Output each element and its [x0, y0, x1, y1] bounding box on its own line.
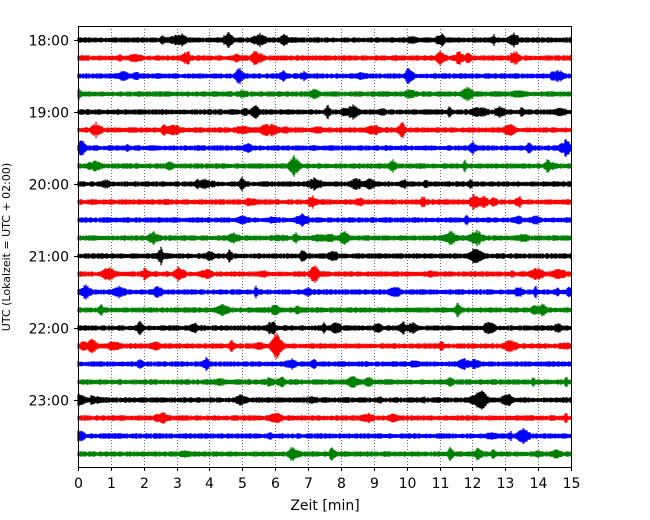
- y-axis-label: UTC (Lokalzeit = UTC + 02:00): [0, 163, 13, 331]
- y-tick-label: 23:00: [29, 394, 69, 410]
- x-tick-label: 2: [140, 476, 149, 492]
- x-tick-label: 4: [205, 476, 214, 492]
- y-tick-label: 21:00: [29, 250, 69, 266]
- y-axis-ticks: 18:00 19:00 20:00 21:00 22:00 23:00: [29, 34, 78, 410]
- x-tick-label: 8: [337, 476, 346, 492]
- plot-frame: [78, 26, 572, 468]
- y-tick-label: 20:00: [29, 178, 69, 194]
- x-tick-label: 9: [370, 476, 379, 492]
- x-tick-label: 1: [107, 476, 116, 492]
- x-tick-label: 7: [304, 476, 313, 492]
- y-tick-label: 22:00: [29, 322, 69, 338]
- x-tick-label: 5: [238, 476, 247, 492]
- x-tick-label: 15: [563, 476, 581, 492]
- x-tick-label: 10: [399, 476, 417, 492]
- y-tick-label: 18:00: [29, 34, 69, 50]
- x-tick-label: 6: [271, 476, 280, 492]
- x-axis-label: Zeit [min]: [290, 498, 359, 514]
- x-tick-label: 3: [173, 476, 182, 492]
- x-tick-label: 13: [497, 476, 515, 492]
- x-tick-label: 12: [464, 476, 482, 492]
- x-tick-label: 0: [74, 476, 83, 492]
- x-tick-label: 14: [530, 476, 548, 492]
- x-tick-label: 11: [432, 476, 450, 492]
- y-tick-label: 19:00: [29, 106, 69, 122]
- x-axis-ticks: 0 1 2 3 4 5 6 7 8 9 10 11 12 13 14 15: [74, 467, 580, 492]
